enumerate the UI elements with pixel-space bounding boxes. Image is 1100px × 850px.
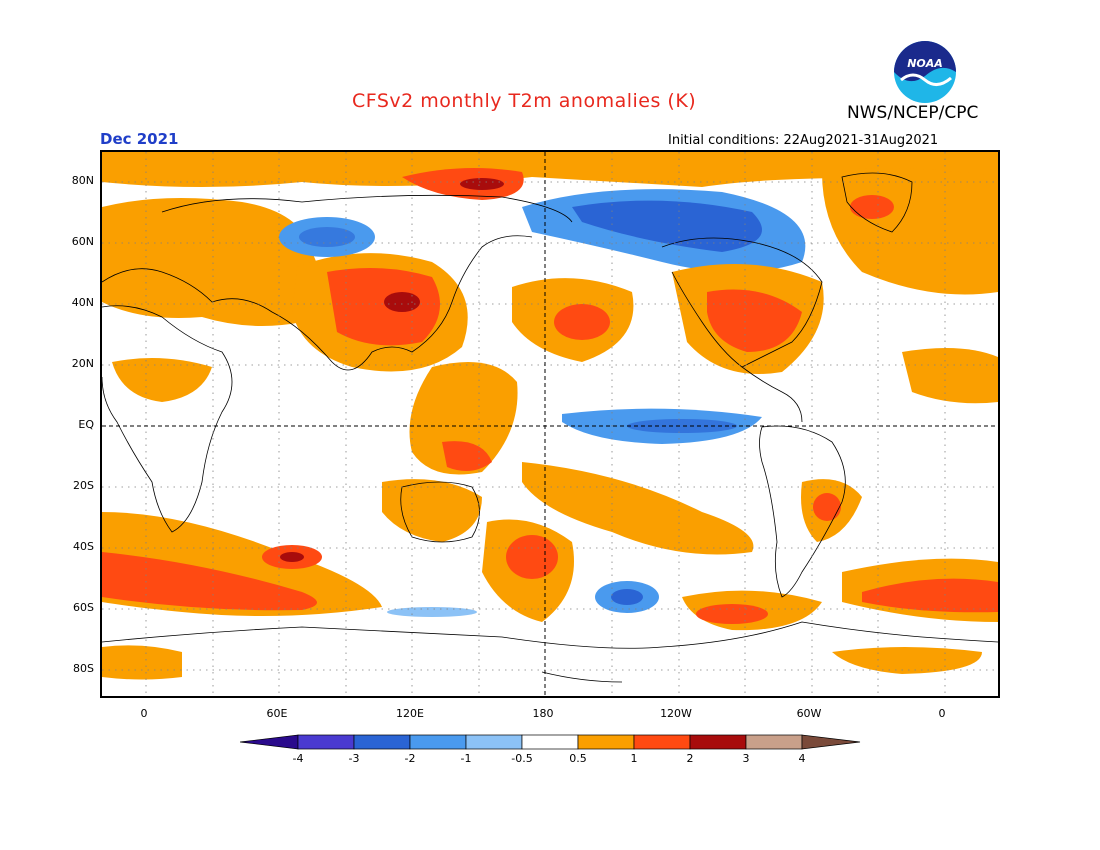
colorbar-tick-label: 0.5 bbox=[569, 752, 587, 765]
lat-label-eq: EQ bbox=[78, 418, 94, 431]
lat-label-60s: 60S bbox=[73, 601, 94, 614]
colorbar-tick-label: -2 bbox=[404, 752, 416, 765]
colorbar-box bbox=[409, 734, 467, 750]
colorbar-tick-label: 1 bbox=[630, 752, 638, 765]
lon-label-180: 180 bbox=[532, 707, 554, 720]
colorbar bbox=[239, 733, 862, 755]
colorbar-tick-label: -0.5 bbox=[511, 752, 533, 765]
lon-label-0: 0 bbox=[140, 707, 148, 720]
lon-label-60w: 60W bbox=[796, 707, 822, 720]
coastlines bbox=[102, 172, 998, 683]
colorbar-tick-label: -4 bbox=[292, 752, 304, 765]
lat-label-20n: 20N bbox=[71, 357, 94, 370]
lat-label-40n: 40N bbox=[71, 296, 94, 309]
noaa-logo: NOAA bbox=[893, 40, 957, 104]
colorbar-arrow-high bbox=[801, 734, 861, 750]
colorbar-box bbox=[465, 734, 523, 750]
lat-label-20s: 20S bbox=[73, 479, 94, 492]
lon-label-60e: 60E bbox=[266, 707, 288, 720]
logo-text: NOAA bbox=[907, 57, 943, 70]
reference-lines bbox=[102, 152, 998, 696]
colorbar-arrow-low bbox=[239, 734, 299, 750]
colorbar-tick-label: -3 bbox=[348, 752, 360, 765]
lon-label-120w: 120W bbox=[660, 707, 692, 720]
initial-conditions: Initial conditions: 22Aug2021-31Aug2021 bbox=[668, 133, 939, 148]
anomaly-map bbox=[100, 150, 1000, 698]
forecast-month: Dec 2021 bbox=[100, 130, 179, 148]
colorbar-tick-label: 3 bbox=[742, 752, 750, 765]
lon-label-0-right: 0 bbox=[938, 707, 946, 720]
colorbar-box bbox=[521, 734, 579, 750]
lat-label-80n: 80N bbox=[71, 174, 94, 187]
lat-label-80s: 80S bbox=[73, 662, 94, 675]
lon-label-120e: 120E bbox=[396, 707, 424, 720]
colorbar-tick-label: -1 bbox=[460, 752, 472, 765]
lat-label-40s: 40S bbox=[73, 540, 94, 553]
organization-label: NWS/NCEP/CPC bbox=[847, 103, 979, 123]
colorbar-tick-label: 4 bbox=[798, 752, 806, 765]
colorbar-box bbox=[633, 734, 691, 750]
colorbar-box bbox=[745, 734, 803, 750]
anomaly-fields bbox=[102, 152, 998, 680]
colorbar-box bbox=[297, 734, 355, 750]
colorbar-box bbox=[689, 734, 747, 750]
colorbar-tick-label: 2 bbox=[686, 752, 694, 765]
lat-label-60n: 60N bbox=[71, 235, 94, 248]
colorbar-box bbox=[353, 734, 411, 750]
colorbar-box bbox=[577, 734, 635, 750]
map-title: CFSv2 monthly T2m anomalies (K) bbox=[352, 90, 697, 112]
